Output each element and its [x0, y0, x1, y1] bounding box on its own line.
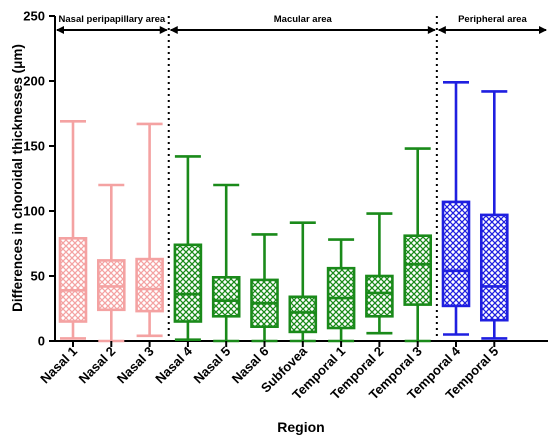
box-subfovea: [288, 221, 318, 343]
region-label: Macular area: [274, 14, 333, 25]
region-label: Nasal peripapillary area: [59, 14, 166, 25]
region-label: Peripheral area: [458, 14, 527, 25]
box-nasal-6: [250, 233, 279, 343]
y-tick-label: 250: [23, 9, 45, 24]
axes: [54, 16, 548, 342]
y-tick-label: 150: [23, 139, 45, 154]
y-axis-title: Differences in choroidal thicknesses (μm…: [10, 44, 25, 312]
x-tick-label: Nasal 5: [191, 344, 234, 387]
iqr-box: [58, 237, 88, 323]
iqr-box: [479, 213, 509, 322]
y-tick-label: 0: [38, 334, 45, 349]
boxes: [58, 81, 509, 343]
iqr-box: [403, 234, 433, 306]
region-arrow-head-right: [427, 26, 436, 34]
iqr-box: [173, 243, 203, 323]
iqr-box: [97, 259, 126, 312]
box-nasal-4: [173, 155, 203, 342]
region-arrow-head-left: [169, 26, 178, 34]
region-arrow-head-left: [56, 26, 64, 34]
region-arrow-head-left: [437, 26, 446, 34]
y-tick-label: 200: [23, 74, 45, 89]
y-ticks: 0 50 100 150 200 250: [23, 9, 55, 349]
box-temporal-5: [479, 90, 509, 340]
box-nasal-3: [135, 122, 164, 338]
x-tick-label: Nasal 1: [37, 344, 80, 387]
box-temporal-3: [403, 147, 433, 343]
region-arrow-head-right: [159, 26, 168, 34]
y-tick-label: 50: [31, 269, 45, 284]
iqr-box: [441, 200, 471, 308]
y-tick-label: 100: [23, 204, 45, 219]
box-temporal-2: [365, 212, 394, 335]
x-tick-label: Nasal 3: [114, 344, 157, 387]
iqr-box: [135, 257, 164, 313]
region-annotations: Nasal peripapillary area Macular area Peri…: [56, 14, 547, 341]
x-tick-label: Nasal 2: [76, 344, 119, 387]
region-arrow-head-right: [539, 26, 547, 34]
box-nasal-1: [58, 120, 88, 340]
box-temporal-1: [326, 238, 356, 343]
box-nasal-5: [211, 183, 241, 343]
box-temporal-4: [441, 81, 471, 336]
x-tick-label: Nasal 4: [152, 343, 195, 386]
iqr-box: [288, 295, 318, 334]
iqr-box: [211, 275, 241, 318]
box-nasal-2: [97, 183, 126, 343]
x-axis-title: Region: [277, 419, 324, 435]
iqr-box: [365, 274, 394, 318]
